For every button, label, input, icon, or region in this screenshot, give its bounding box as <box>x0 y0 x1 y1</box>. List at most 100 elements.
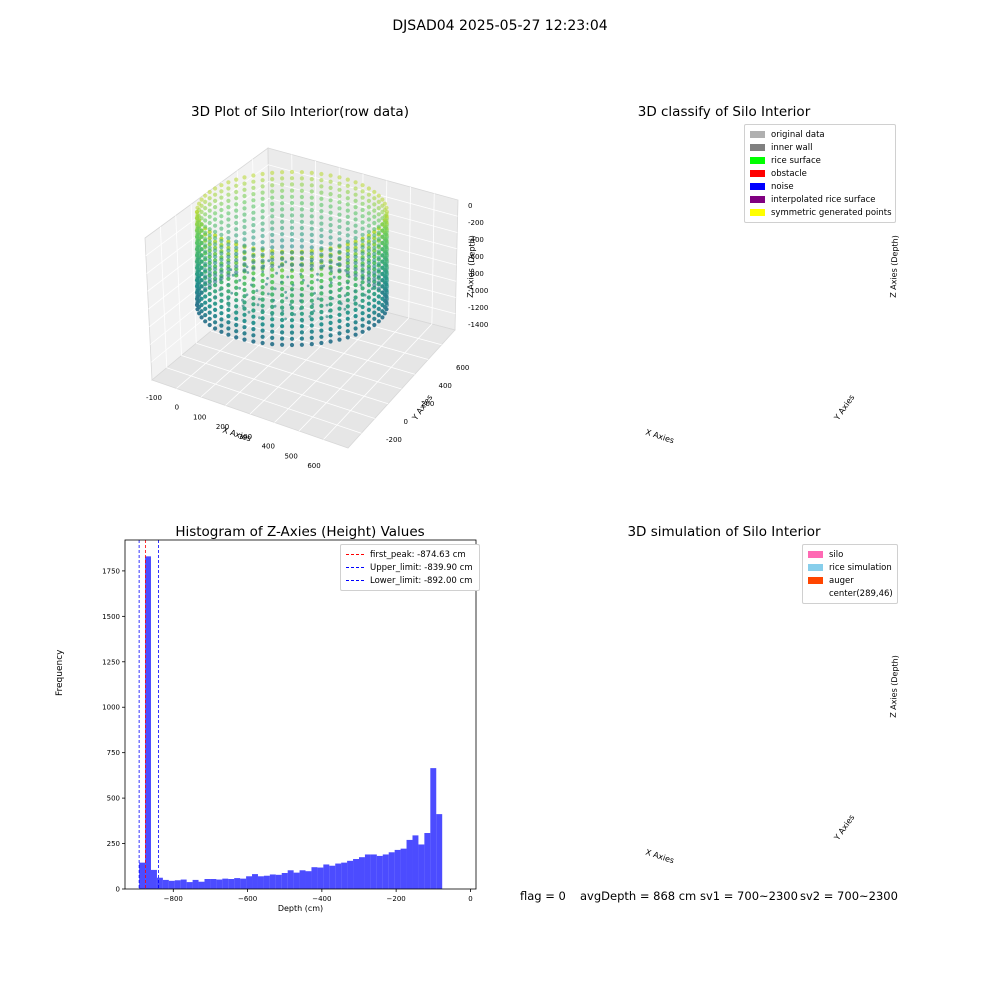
raw-point <box>289 303 292 307</box>
raw-point <box>203 268 208 273</box>
raw-point <box>199 315 204 320</box>
raw-point <box>291 283 295 287</box>
raw-point <box>353 236 358 241</box>
raw-point <box>197 294 202 299</box>
raw-point <box>299 330 304 335</box>
raw-point <box>289 324 295 329</box>
raw-point <box>226 242 231 247</box>
raw-point <box>242 312 247 317</box>
raw-point <box>353 254 358 259</box>
raw-point <box>260 272 265 277</box>
raw-point <box>325 303 329 307</box>
raw-point <box>328 216 333 221</box>
histogram-bar <box>246 876 253 889</box>
raw-point <box>251 296 256 301</box>
raw-point <box>319 309 324 315</box>
raw-point <box>226 211 231 216</box>
raw-point <box>319 303 324 308</box>
raw-point <box>266 277 269 280</box>
raw-point <box>345 189 350 195</box>
raw-point <box>270 257 275 262</box>
raw-point <box>372 276 377 281</box>
raw-point <box>372 239 377 244</box>
raw-point <box>309 208 314 213</box>
histogram-x-tick: −800 <box>164 895 183 903</box>
raw-point <box>370 287 374 290</box>
raw-point <box>360 214 365 219</box>
histogram-bar <box>222 878 229 889</box>
raw-z-tick: -1400 <box>468 321 488 329</box>
raw-point <box>337 331 342 336</box>
raw-point <box>353 326 358 331</box>
raw-point <box>353 298 356 302</box>
raw-point <box>242 200 247 205</box>
raw-point <box>270 220 275 225</box>
raw-point <box>376 313 381 318</box>
raw-point <box>251 185 256 190</box>
raw-point <box>337 206 342 211</box>
raw-point <box>366 279 371 284</box>
raw-point <box>329 281 333 285</box>
raw-point <box>320 286 324 289</box>
raw-point <box>299 299 302 303</box>
raw-point <box>309 267 313 271</box>
raw-point <box>319 178 324 183</box>
raw-point <box>213 301 218 306</box>
raw-point <box>380 309 385 314</box>
histogram-x-tick: −600 <box>238 895 257 903</box>
raw-point <box>203 230 208 235</box>
legend-label: first_peak: -874.63 cm <box>370 549 466 560</box>
raw-point <box>360 329 365 334</box>
raw-point <box>226 297 230 301</box>
raw-point <box>195 298 200 303</box>
raw-point <box>238 286 242 290</box>
raw-point <box>255 289 259 292</box>
raw-point <box>337 337 342 342</box>
raw-point <box>372 220 377 226</box>
raw-point <box>319 291 324 296</box>
raw-point <box>199 222 204 227</box>
raw-point <box>328 283 333 288</box>
raw-point <box>345 264 350 269</box>
raw-point <box>347 275 351 279</box>
histogram-bar <box>299 870 306 889</box>
raw-point <box>289 219 295 224</box>
raw-y-tick: -200 <box>386 436 402 444</box>
raw-point <box>226 276 231 281</box>
raw-z-tick: -1200 <box>468 304 488 312</box>
raw-point <box>345 239 350 244</box>
raw-point <box>328 204 333 209</box>
histogram-y-tick: 250 <box>107 840 120 848</box>
raw-point <box>366 254 371 259</box>
raw-point <box>372 322 377 328</box>
raw-z-tick: -1000 <box>468 287 488 295</box>
raw-point <box>242 243 247 248</box>
raw-y-tick: 400 <box>439 382 452 390</box>
raw-point <box>207 298 212 303</box>
raw-point <box>226 236 231 241</box>
raw-point <box>353 192 358 197</box>
raw-point <box>270 280 275 285</box>
raw-point <box>242 249 247 254</box>
raw-point <box>242 218 247 223</box>
raw-point <box>280 238 285 243</box>
raw-x-tick: 200 <box>216 423 229 431</box>
histogram-bar <box>364 854 371 889</box>
raw-point <box>275 271 278 275</box>
raw-point <box>203 261 208 266</box>
raw-point <box>376 274 381 279</box>
raw-point <box>328 229 333 234</box>
raw-point <box>251 260 256 265</box>
raw-point <box>270 323 275 328</box>
raw-point <box>277 265 281 269</box>
histogram-y-tick: 1250 <box>102 658 120 666</box>
raw-point <box>309 201 314 206</box>
histogram-bar <box>436 814 443 889</box>
raw-point <box>207 264 212 269</box>
raw-point <box>203 313 208 318</box>
raw-point <box>360 189 365 194</box>
legend-swatch <box>808 577 823 584</box>
raw-point <box>207 189 212 195</box>
raw-point <box>309 280 314 285</box>
raw-point <box>360 207 365 213</box>
